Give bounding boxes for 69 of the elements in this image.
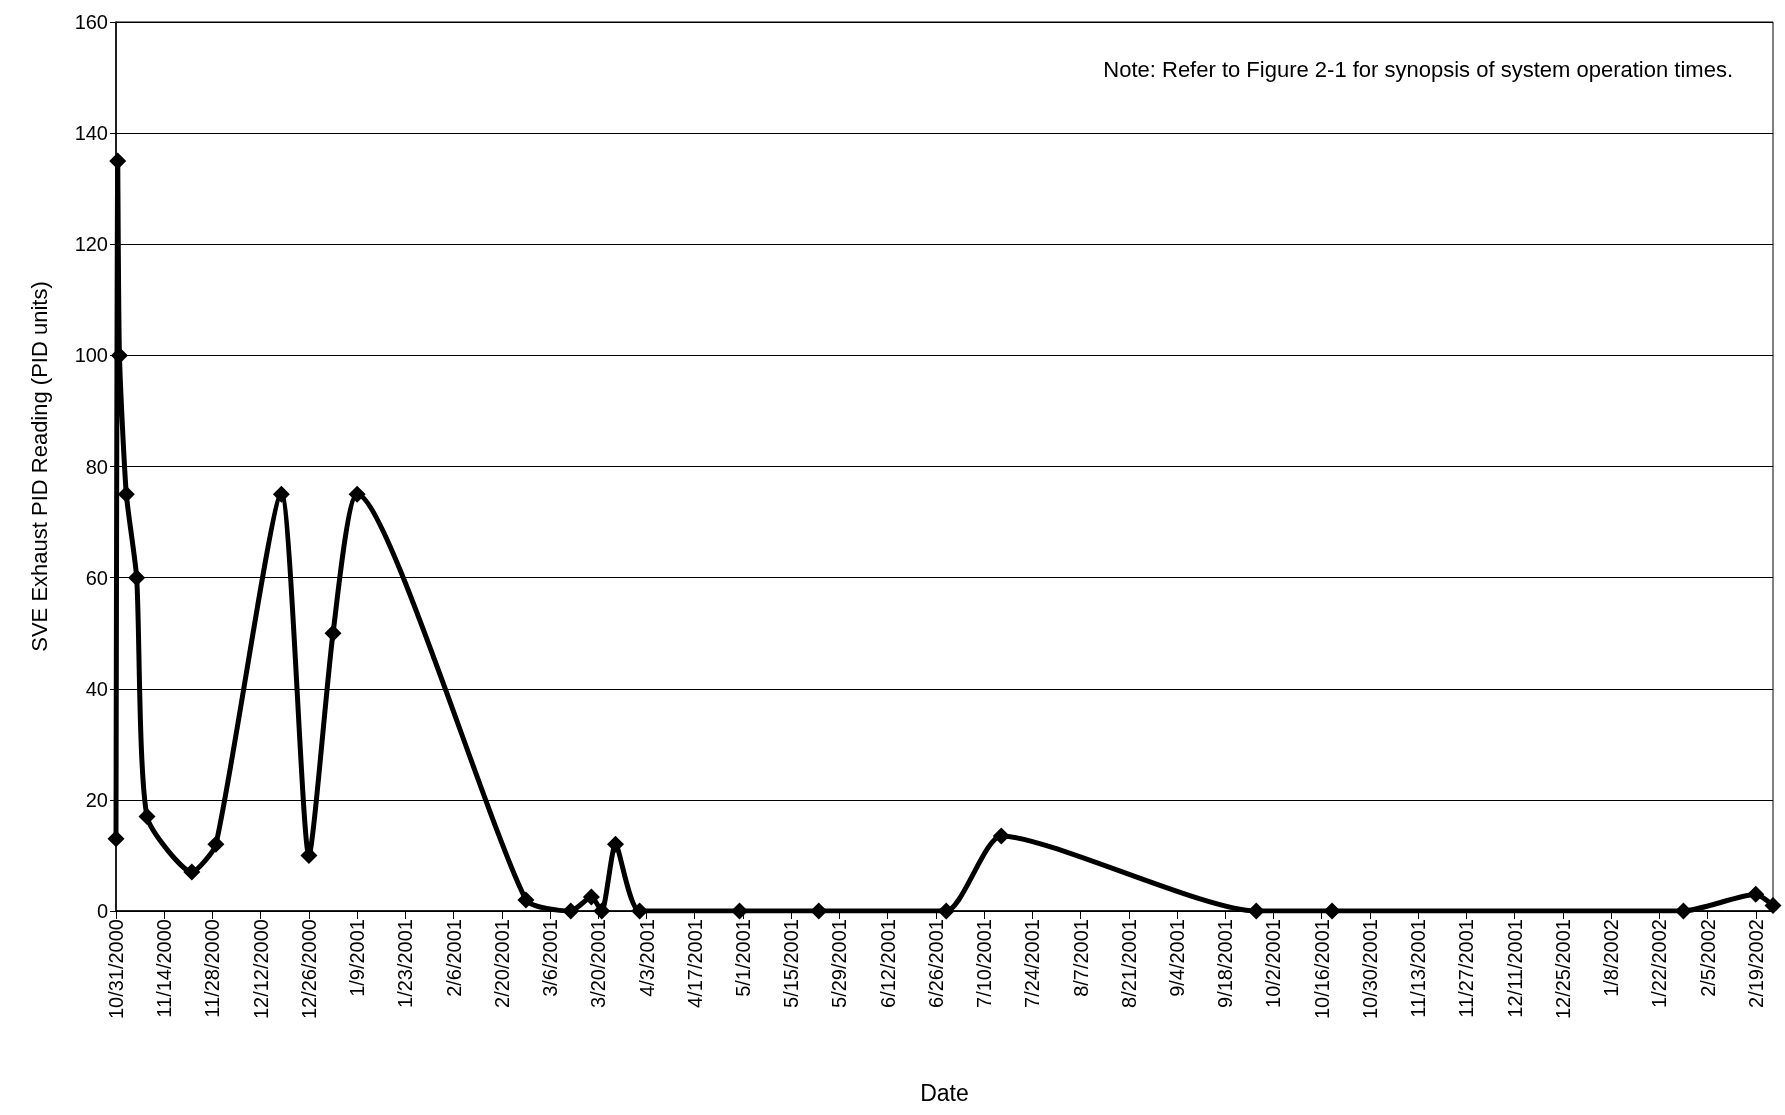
point — [117, 485, 135, 503]
x-tick-label: 11/27/2001 — [1455, 919, 1478, 1018]
point — [1247, 902, 1265, 920]
x-tick-label: 6/26/2001 — [924, 919, 947, 1008]
point — [517, 891, 535, 909]
point — [324, 624, 342, 642]
x-tick-label: 9/18/2001 — [1214, 919, 1237, 1008]
x-axis-title: Date — [920, 1079, 969, 1106]
x-tick-label: 12/11/2001 — [1503, 919, 1526, 1018]
point — [128, 569, 146, 587]
x-tick-label: 3/20/2001 — [587, 919, 610, 1008]
point — [582, 888, 600, 906]
y-tick-label: 0 — [96, 900, 108, 922]
x-tick-label: 1/23/2001 — [394, 919, 417, 1008]
y-tick-label: 80 — [85, 455, 108, 478]
y-tick-label: 60 — [85, 566, 108, 589]
y-tick-label: 120 — [74, 233, 108, 256]
x-tick-label: 1/8/2002 — [1600, 919, 1623, 997]
point — [183, 863, 201, 881]
x-tick-label: 5/29/2001 — [828, 919, 851, 1008]
point — [593, 902, 611, 920]
x-tick-label: 3/6/2001 — [539, 919, 562, 997]
x-tick-label: 12/26/2000 — [297, 919, 320, 1020]
point — [810, 902, 828, 920]
x-tick-label: 4/3/2001 — [635, 919, 658, 997]
point — [107, 830, 125, 848]
x-tick-label: 12/25/2001 — [1551, 919, 1574, 1020]
x-tick-label: 10/16/2001 — [1310, 919, 1333, 1020]
x-tick-label: 10/30/2001 — [1358, 919, 1381, 1020]
y-axis-title: SVE Exhaust PID Reading (PID units) — [26, 281, 52, 652]
y-tick-label: 40 — [85, 677, 108, 700]
point — [272, 485, 290, 503]
y-tick-label: 160 — [74, 11, 108, 33]
x-tick-label: 7/10/2001 — [973, 919, 996, 1008]
x-tick-label: 5/15/2001 — [780, 919, 803, 1008]
point — [138, 808, 156, 826]
point — [348, 485, 366, 503]
point — [207, 835, 225, 853]
point — [562, 902, 580, 920]
point — [992, 827, 1010, 845]
x-tick-label: 2/20/2001 — [490, 919, 513, 1008]
y-tick-label: 140 — [74, 122, 108, 145]
x-tick-label: 2/6/2001 — [442, 919, 465, 997]
x-tick-label: 11/13/2001 — [1407, 919, 1430, 1018]
point — [607, 835, 625, 853]
y-tick-label: 100 — [74, 344, 108, 367]
x-tick-label: 11/14/2000 — [153, 919, 176, 1018]
x-tick-label: 10/31/2000 — [105, 919, 127, 1020]
x-tick-label: 10/2/2001 — [1262, 919, 1285, 1008]
x-tick-label: 9/4/2001 — [1166, 919, 1189, 997]
point — [1323, 902, 1341, 920]
x-tick-label: 6/12/2001 — [876, 919, 899, 1008]
point — [937, 902, 955, 920]
x-tick-label: 8/7/2001 — [1069, 919, 1092, 997]
x-tick-label: 2/19/2002 — [1744, 919, 1767, 1008]
x-tick-label: 4/17/2001 — [683, 919, 706, 1008]
point — [1764, 896, 1782, 914]
x-tick-label: 8/21/2001 — [1117, 919, 1140, 1008]
x-tick-label: 7/24/2001 — [1021, 919, 1044, 1008]
x-tick-label: 2/5/2002 — [1696, 919, 1719, 997]
x-tick-label: 1/22/2002 — [1648, 919, 1671, 1008]
x-tick-label: 12/12/2000 — [249, 919, 272, 1020]
annotation: Note: Refer to Figure 2-1 for synopsis of system operation times. — [1103, 56, 1734, 82]
point — [109, 152, 127, 170]
x-tick-label: 11/28/2000 — [201, 919, 224, 1018]
x-tick-label: 5/1/2001 — [731, 919, 754, 997]
point — [1747, 885, 1765, 903]
x-tick-label: 1/9/2001 — [346, 919, 369, 997]
y-tick-label: 20 — [85, 788, 108, 811]
